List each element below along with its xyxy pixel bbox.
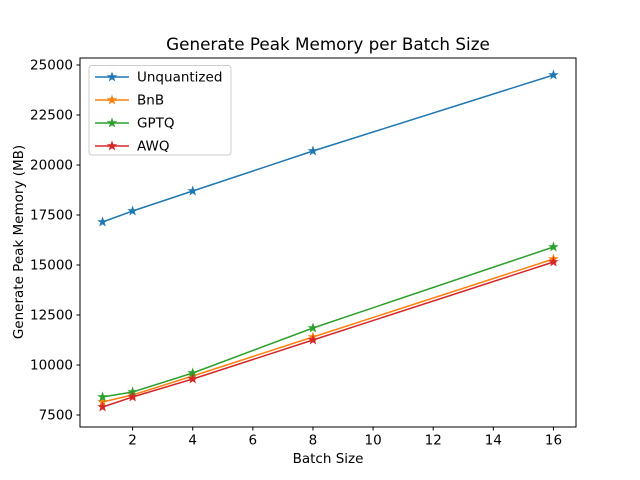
data-point-marker-awq — [307, 334, 319, 345]
x-axis-label: Batch Size — [293, 451, 364, 467]
legend-marker-icon — [106, 94, 118, 105]
data-point-marker-unquantized — [307, 145, 319, 156]
x-tick-label: 16 — [545, 433, 562, 449]
data-point-marker-awq — [548, 256, 559, 267]
data-point-marker-gptq — [97, 391, 108, 402]
y-tick-label: 22500 — [30, 108, 73, 124]
x-tick-label: 14 — [485, 433, 502, 449]
y-tick-label: 7500 — [39, 408, 73, 424]
y-tick-label: 10000 — [30, 358, 73, 374]
data-point-marker-gptq — [187, 367, 199, 378]
data-point-marker-gptq — [307, 322, 319, 333]
series-layer — [97, 69, 559, 412]
legend-layer: Unquantized BnB GPTQ AWQ — [88, 65, 232, 156]
series-line-gptq — [101, 246, 555, 398]
legend-item-bnb: BnB — [95, 93, 164, 109]
data-point-marker-awq — [187, 373, 199, 384]
y-tick-label: 25000 — [30, 58, 73, 74]
legend-item-awq: AWQ — [95, 139, 169, 155]
data-point-marker-awq — [97, 401, 108, 412]
legend-label: BnB — [137, 93, 164, 109]
axes-layer: 2 4 6 8 10 12 14 16 7500 10000 12500 15000 17500 2000… — [30, 57, 577, 449]
legend-box — [88, 65, 232, 156]
y-axis-label: Generate Peak Memory (MB) — [11, 145, 27, 339]
legend-label: Unquantized — [137, 70, 222, 86]
legend-marker-icon — [106, 71, 118, 82]
data-point-marker-unquantized — [127, 205, 138, 216]
data-point-marker-unquantized — [548, 69, 559, 80]
legend-item-gptq: GPTQ — [95, 116, 174, 132]
data-point-marker-awq — [127, 391, 138, 402]
legend-marker-icon — [106, 140, 118, 151]
x-tick-label: 4 — [188, 433, 197, 449]
plot-border — [79, 57, 577, 428]
legend-marker-icon — [106, 117, 118, 128]
legend-label: GPTQ — [137, 116, 174, 132]
x-tick-label: 12 — [425, 433, 442, 449]
y-tick-label: 12500 — [30, 308, 73, 324]
y-tick-label: 17500 — [30, 208, 73, 224]
x-tick-label: 6 — [249, 433, 258, 449]
data-point-marker-unquantized — [97, 216, 108, 227]
legend-item-unquantized: Unquantized — [95, 70, 222, 86]
chart-title: Generate Peak Memory per Batch Size — [166, 34, 490, 54]
x-tick-label: 10 — [364, 433, 381, 449]
series-line-awq — [101, 261, 555, 408]
data-point-marker-gptq — [548, 241, 559, 252]
y-tick-label: 20000 — [30, 158, 73, 174]
y-tick-label: 15000 — [30, 258, 73, 274]
x-tick-label: 2 — [128, 433, 137, 449]
data-point-marker-unquantized — [187, 185, 199, 196]
x-tick-label: 8 — [309, 433, 318, 449]
legend-label: AWQ — [137, 139, 169, 155]
